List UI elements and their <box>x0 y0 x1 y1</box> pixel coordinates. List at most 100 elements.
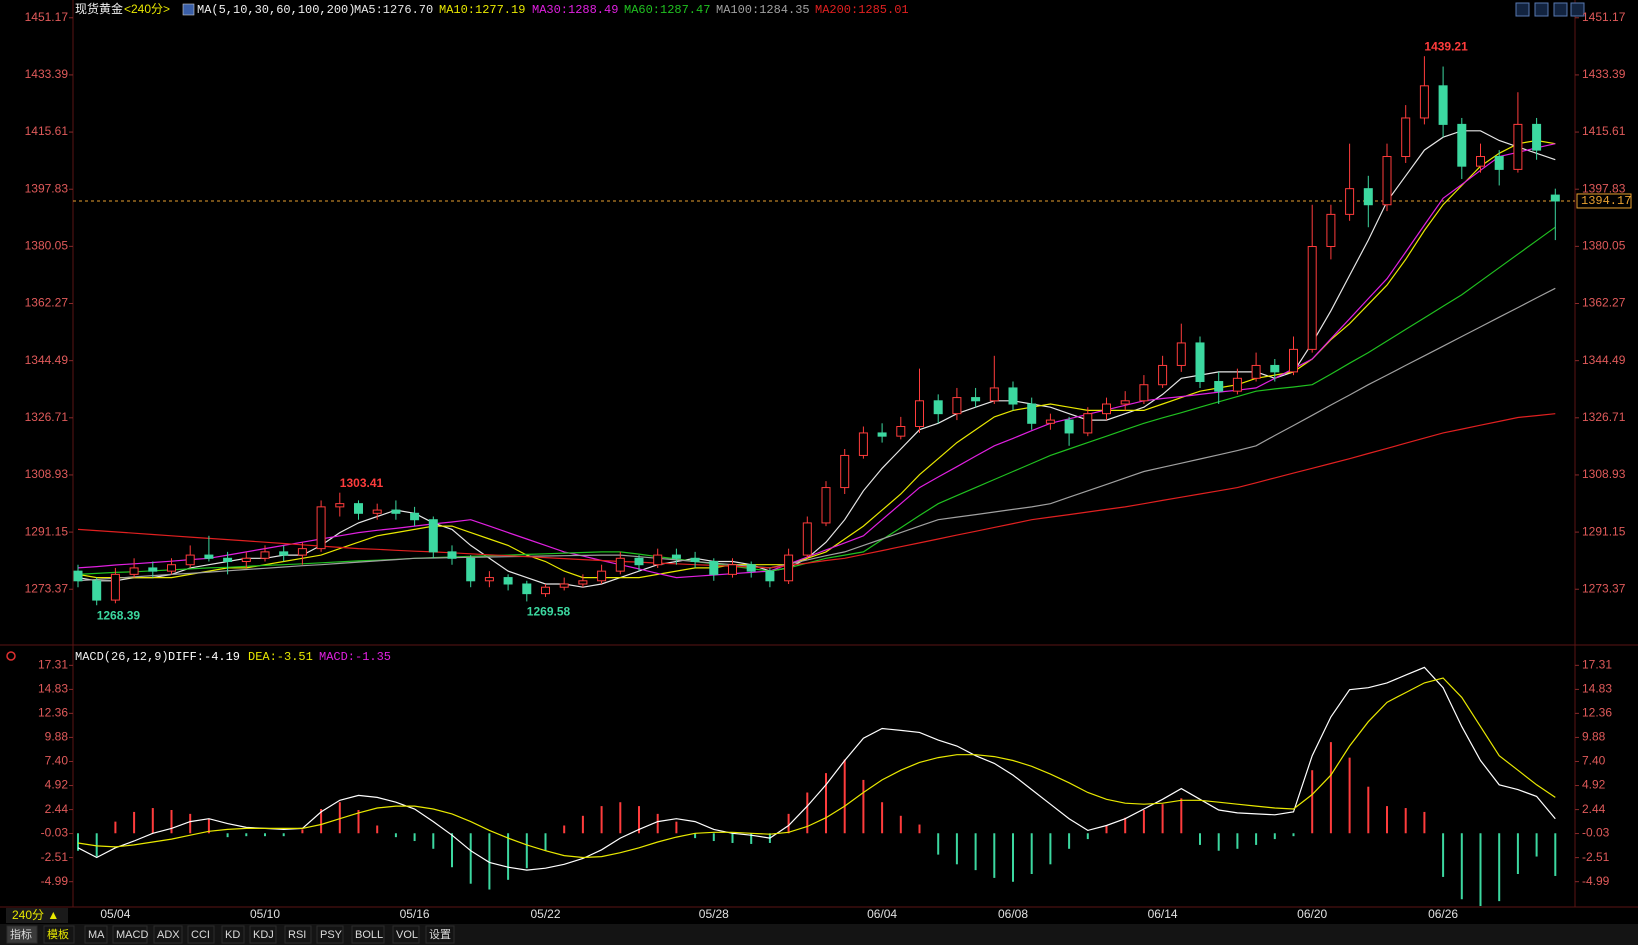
tab[interactable]: 设置 <box>429 928 451 941</box>
legend-entry: MA100:1284.35 <box>716 3 810 17</box>
period-button-bg[interactable] <box>6 908 68 923</box>
ma-icon[interactable] <box>182 3 195 16</box>
tab-bg[interactable] <box>284 925 312 944</box>
candle-body <box>989 387 999 402</box>
candle-body <box>541 586 550 595</box>
tab[interactable]: MA <box>88 929 105 941</box>
candle-body <box>279 551 289 556</box>
tab-bg[interactable] <box>221 925 245 944</box>
candle-body <box>933 400 943 415</box>
tab[interactable]: KDJ <box>253 929 274 941</box>
candle-body <box>241 557 251 563</box>
candle-body <box>896 426 906 437</box>
tab-bg[interactable] <box>351 925 385 944</box>
candle-body <box>1176 342 1186 366</box>
y-tick-label: 1273.37 <box>25 581 69 595</box>
x-tick-label: 06/14 <box>1148 907 1178 921</box>
tab[interactable]: VOL <box>396 929 418 941</box>
y-tick-label: -2.51 <box>41 850 69 864</box>
y-tick-label: 9.88 <box>45 730 69 744</box>
y-tick-label-right: 1326.71 <box>1582 410 1626 424</box>
candle-body <box>690 557 700 563</box>
tab-bg[interactable] <box>153 925 183 944</box>
window-button[interactable] <box>1515 2 1530 17</box>
y-tick-label: 1308.93 <box>25 467 69 481</box>
y-tick-label: 1291.15 <box>25 524 69 538</box>
legend-entry: MA30:1288.49 <box>532 3 618 17</box>
candle-body <box>391 509 401 514</box>
tab-bg[interactable] <box>392 925 420 944</box>
candle-body <box>185 554 195 566</box>
tab[interactable]: PSY <box>320 929 343 941</box>
candle-body <box>1532 123 1542 151</box>
tab-bg[interactable] <box>316 925 344 944</box>
candle-body <box>316 506 326 550</box>
candle-body <box>410 512 420 521</box>
macd-legend: MACD:-1.35 <box>319 650 391 664</box>
candle-body <box>1139 384 1149 402</box>
tab[interactable]: BOLL <box>355 929 383 941</box>
period-button[interactable]: 240分 ▲ <box>12 908 59 922</box>
toolbar-bar <box>0 924 1638 945</box>
y-tick-label-right: 17.31 <box>1582 658 1612 672</box>
tab[interactable]: KD <box>225 929 240 941</box>
tab-bg[interactable] <box>112 925 148 944</box>
x-tick-label: 05/28 <box>699 907 729 921</box>
tab[interactable]: RSI <box>288 929 306 941</box>
macd-legend: DEA:-3.51 <box>248 650 313 664</box>
x-tick-label: 06/04 <box>867 907 897 921</box>
candle-body <box>1438 85 1448 125</box>
y-tick-label-right: 7.40 <box>1582 754 1606 768</box>
window-buttons <box>1515 2 1585 17</box>
tab-bg[interactable] <box>84 925 108 944</box>
tab-bg[interactable] <box>187 925 215 944</box>
x-tick-label: 06/20 <box>1297 907 1327 921</box>
tab-bg[interactable] <box>6 925 38 944</box>
candle-body <box>1045 419 1055 424</box>
period: <240分> <box>124 2 170 16</box>
window-button[interactable] <box>1570 2 1585 17</box>
macd-line <box>77 666 1556 871</box>
candle-body <box>765 570 775 582</box>
tab[interactable]: MACD <box>116 929 148 941</box>
candle-body <box>1363 188 1373 206</box>
y-tick-label: 17.31 <box>38 658 68 672</box>
tab[interactable]: 指标 <box>10 927 32 941</box>
candle-body <box>1195 342 1205 383</box>
y-tick-label-right: 1415.61 <box>1582 124 1626 138</box>
tab[interactable]: ADX <box>157 929 180 941</box>
y-tick-label: 14.83 <box>38 682 68 696</box>
y-tick-label: 4.92 <box>45 778 69 792</box>
tab-bg[interactable] <box>43 925 75 944</box>
candle-body <box>971 397 981 402</box>
last-price-box <box>1576 193 1632 209</box>
candle-body <box>1064 419 1074 434</box>
tab[interactable]: 模板 <box>47 927 69 941</box>
indicator-icon[interactable] <box>6 651 16 661</box>
tab[interactable]: CCI <box>191 929 210 941</box>
last-price-label: 1394.17 <box>1581 194 1631 208</box>
y-tick-label-right: 1433.39 <box>1582 67 1626 81</box>
y-tick-label: 1397.83 <box>25 181 69 195</box>
candle-body <box>1102 403 1111 415</box>
symbol: 现货黄金 <box>75 1 123 16</box>
y-tick-label: 2.44 <box>45 802 69 816</box>
candle-body <box>634 557 644 566</box>
candle-body <box>484 577 494 582</box>
window-button[interactable] <box>1553 2 1568 17</box>
candle-body <box>840 454 850 489</box>
candle-body <box>1419 85 1429 119</box>
x-tick-label: 06/08 <box>998 907 1028 921</box>
window-button[interactable] <box>1534 2 1549 17</box>
candle-body <box>1494 156 1504 170</box>
high-label: 1303.41 <box>340 476 384 490</box>
candle-body <box>129 567 139 575</box>
candle-body <box>1270 364 1280 373</box>
candle-body <box>503 577 513 585</box>
y-tick-label: 7.40 <box>45 754 69 768</box>
tab-bg[interactable] <box>249 925 277 944</box>
tab-bg[interactable] <box>425 925 455 944</box>
candle-body <box>802 522 812 556</box>
